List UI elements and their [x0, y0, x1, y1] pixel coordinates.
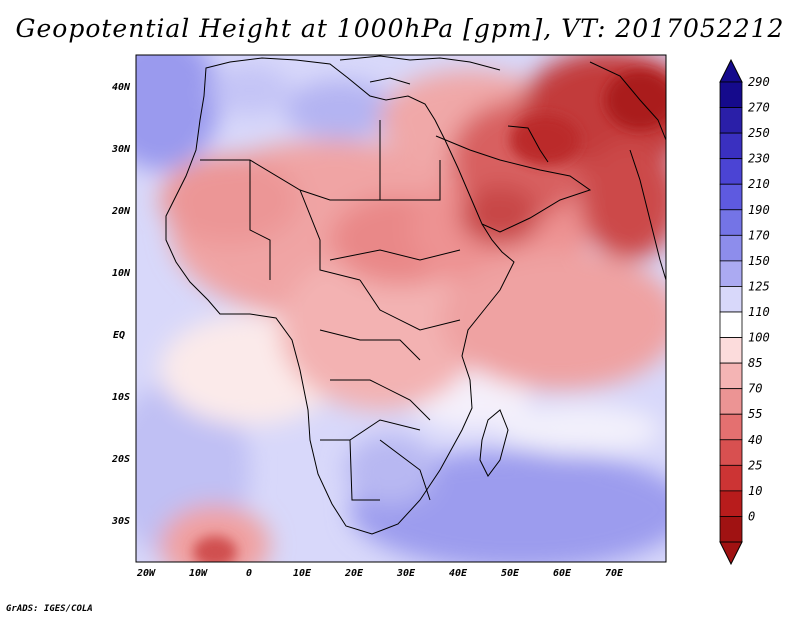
colorbar-swatch — [719, 183, 743, 211]
colorbar-label: 40 — [748, 433, 762, 447]
colorbar-swatch — [719, 516, 743, 543]
colorbar-label: 210 — [748, 177, 770, 191]
lon-label: 70E — [605, 568, 624, 579]
longitude-labels: 20W 10W 0 10E 20E 30E 40E 50E 60E 70E — [136, 568, 624, 579]
colorbar-label: 230 — [748, 152, 770, 166]
colorbar-swatch — [719, 464, 743, 492]
lon-label: 20W — [136, 568, 156, 579]
lat-label: 10N — [112, 268, 131, 279]
lon-label: 20E — [344, 568, 364, 579]
lon-label: 30E — [396, 568, 416, 579]
colorbar-label: 150 — [748, 254, 770, 268]
colorbar-label: 270 — [748, 101, 770, 115]
lat-label: 20S — [111, 454, 130, 465]
colorbar-swatch — [719, 337, 743, 364]
height-field — [136, 55, 666, 562]
colorbar-swatch — [719, 490, 743, 517]
colorbar-label: 290 — [748, 75, 770, 89]
colorbar-label: 100 — [748, 331, 770, 345]
lat-label: 10S — [112, 392, 130, 403]
colorbar-label: 250 — [748, 126, 770, 140]
lon-label: 60E — [553, 568, 572, 579]
colorbar-label: 0 — [748, 509, 755, 523]
colorbar-swatch — [719, 209, 743, 236]
colorbar-label: 25 — [748, 458, 762, 472]
latitude-labels: 40N 30N 20N 10N EQ 10S 20S 30S — [111, 82, 131, 527]
colorbar-swatch — [719, 286, 743, 313]
colorbar-label: 85 — [748, 356, 762, 370]
colorbar-swatch — [719, 439, 743, 466]
colorbar-label: 190 — [748, 203, 770, 217]
colorbar-top-arrow — [719, 58, 743, 83]
lat-label: 20N — [111, 206, 131, 217]
colorbar-label: 125 — [748, 279, 770, 293]
colorbar: 2902702502302101901701501251101008570554… — [719, 58, 770, 566]
colorbar-swatch — [719, 158, 743, 185]
colorbar-swatch — [719, 81, 743, 108]
colorbar-swatch — [719, 362, 743, 390]
colorbar-label: 10 — [748, 484, 762, 498]
colorbar-swatch — [719, 413, 743, 441]
colorbar-label: 70 — [748, 382, 762, 396]
colorbar-swatch — [719, 107, 743, 134]
lon-label: 10E — [293, 568, 312, 579]
colorbar-label: 55 — [748, 407, 762, 421]
lon-label: 0 — [246, 568, 252, 579]
lat-label: 40N — [112, 82, 131, 93]
colorbar-swatch — [719, 311, 743, 338]
colorbar-swatch — [719, 260, 743, 287]
credit-text: GrADS: IGES/COLA — [6, 604, 93, 614]
chart-title: Geopotential Height at 1000hPa [gpm], VT… — [15, 14, 785, 43]
lat-label: 30N — [111, 144, 131, 155]
lat-label: EQ — [113, 330, 125, 341]
colorbar-swatch — [719, 234, 743, 262]
lon-label: 10W — [189, 568, 208, 579]
lat-label: 30S — [111, 516, 130, 527]
coastlines — [165, 55, 666, 535]
map-frame — [135, 54, 667, 563]
colorbar-swatch — [719, 132, 743, 160]
colorbar-bottom-arrow — [719, 541, 743, 566]
lon-label: 40E — [449, 568, 468, 579]
colorbar-label: 110 — [748, 305, 770, 319]
colorbar-swatch — [719, 388, 743, 415]
lon-label: 50E — [501, 568, 520, 579]
colorbar-label: 170 — [748, 228, 770, 242]
